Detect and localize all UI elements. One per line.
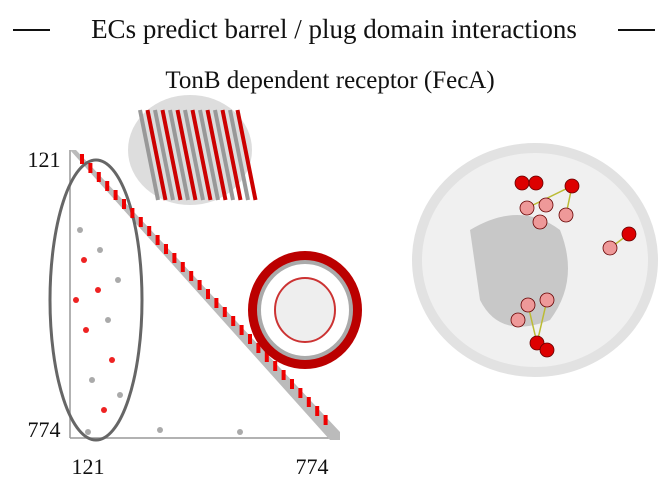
contact-mark [73, 297, 79, 303]
contact-mark [117, 392, 123, 398]
structure [248, 251, 362, 369]
strand [145, 109, 168, 201]
y-label: 121 [28, 147, 61, 172]
y-label: 774 [28, 417, 61, 442]
contact-mark [88, 163, 93, 173]
contact-mark [189, 271, 194, 281]
subtitle: TonB dependent receptor (FecA) [165, 67, 494, 94]
contact-mark [206, 289, 210, 299]
strand [235, 109, 258, 201]
contact-mark [109, 357, 115, 363]
residue [558, 207, 574, 223]
contact-mark [97, 247, 103, 253]
strand [213, 109, 235, 201]
highlight-ellipse [48, 158, 144, 442]
strand [205, 109, 228, 201]
strand [168, 109, 190, 201]
contact-mark [155, 235, 160, 245]
diagonal [70, 150, 340, 440]
contact-mark [281, 370, 286, 380]
contact-mark [298, 388, 303, 398]
contact-mark [96, 172, 101, 182]
contact-mark [130, 208, 135, 218]
contact-mark [85, 429, 91, 435]
contact-mark [138, 217, 143, 227]
strand [220, 109, 243, 201]
structure [257, 260, 353, 360]
title: ECs predict barrel / plug domain interac… [91, 14, 577, 44]
contact-mark [264, 352, 269, 362]
strand [198, 109, 220, 201]
residue [539, 292, 555, 308]
contact-mark [248, 334, 252, 344]
residue [519, 200, 535, 216]
contact-map [48, 150, 340, 442]
residue [510, 312, 526, 328]
contact-mark [315, 406, 320, 416]
x-label: 774 [296, 454, 329, 479]
contact-mark [222, 307, 227, 317]
strand [228, 109, 250, 201]
residue [539, 342, 555, 358]
residue [520, 297, 536, 313]
contact-mark [83, 327, 89, 333]
contact-mark [239, 325, 244, 335]
contact-mark [273, 361, 278, 371]
contact-mark [95, 287, 101, 293]
contact-mark [256, 343, 261, 353]
strand [175, 109, 198, 201]
residue [528, 175, 544, 191]
contact-mark [101, 407, 107, 413]
contact-mark [231, 316, 236, 326]
strand [190, 109, 213, 201]
contact-mark [180, 262, 185, 272]
residue [514, 175, 530, 191]
contact-mark [164, 244, 168, 254]
contact-mark [122, 199, 126, 209]
contact-mark [157, 427, 163, 433]
contact-mark [172, 253, 177, 263]
strand [183, 109, 205, 201]
contact-mark [147, 226, 152, 236]
strand [138, 109, 160, 201]
barrel-side-view [128, 95, 258, 205]
contact-mark [214, 298, 219, 308]
strand [153, 109, 175, 201]
plug-structure [412, 143, 658, 377]
structure [274, 277, 336, 343]
residue [564, 178, 580, 194]
residue [602, 240, 618, 256]
contact-mark [290, 379, 294, 389]
barrel-top-view [248, 251, 362, 369]
contact-mark [237, 429, 243, 435]
contact-mark [306, 397, 311, 407]
contact-mark [105, 317, 111, 323]
contact-mark [323, 415, 328, 425]
residue [532, 214, 548, 230]
residue [621, 226, 637, 242]
contact-mark [80, 154, 84, 164]
contact-mark [81, 257, 87, 263]
residue [538, 197, 554, 213]
contact-mark [115, 277, 121, 283]
contact-mark [113, 190, 118, 200]
contact-mark [197, 280, 202, 290]
x-label: 121 [72, 454, 105, 479]
contact-mark [105, 181, 110, 191]
strand [160, 109, 183, 201]
contact-mark [89, 377, 95, 383]
contact-mark [77, 227, 83, 233]
